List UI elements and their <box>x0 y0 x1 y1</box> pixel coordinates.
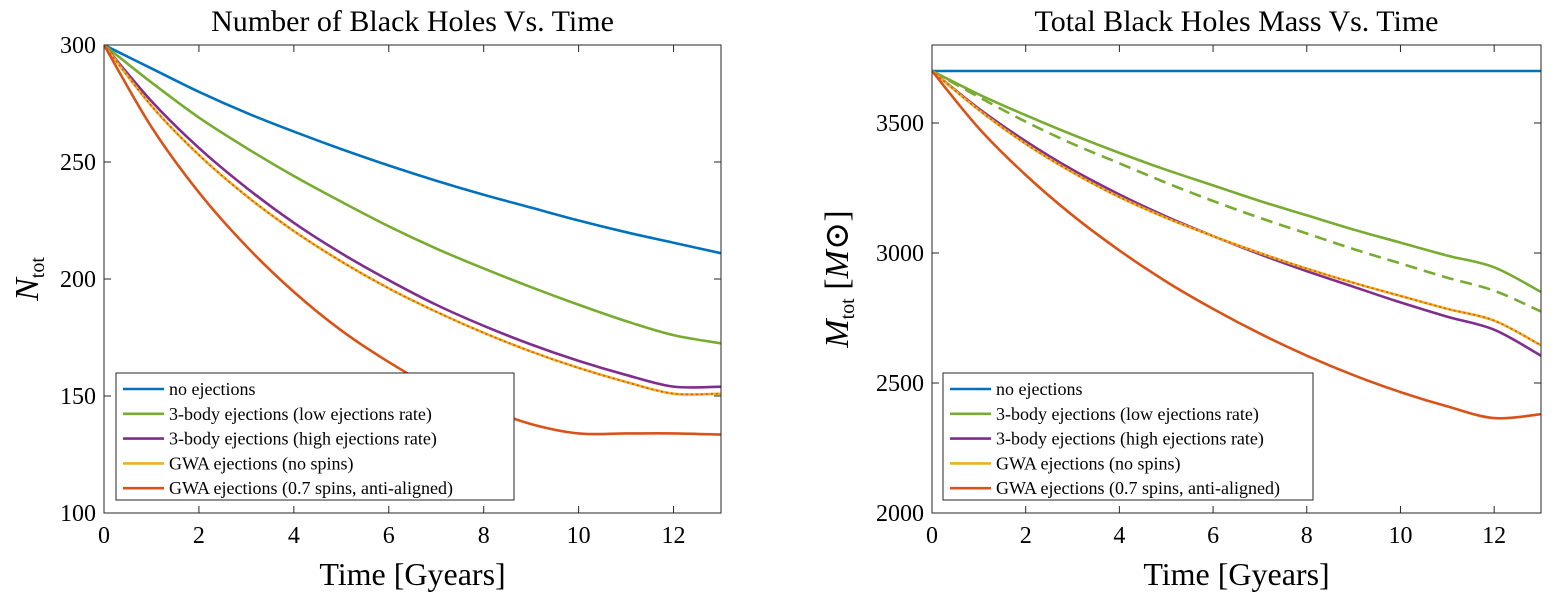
axes-box <box>103 44 722 514</box>
x-tick-label: 6 <box>383 523 395 549</box>
series-line-1 <box>104 45 721 255</box>
x-tick-label: 10 <box>1388 523 1412 549</box>
y-tick-label: 3500 <box>876 111 924 137</box>
y-tick-label: 200 <box>60 267 96 293</box>
legend-label: no ejections <box>169 379 255 399</box>
chart-title: Total Black Holes Mass Vs. Time <box>1034 5 1438 38</box>
series-line-2 <box>104 45 721 345</box>
x-tick-label: 6 <box>1207 523 1219 549</box>
x-tick-label: 10 <box>567 523 591 549</box>
legend-box <box>115 372 515 501</box>
series-group <box>104 45 721 436</box>
series-group <box>932 69 1541 420</box>
x-tick-label: 12 <box>1482 523 1506 549</box>
legend-label: GWA ejections (no spins) <box>169 453 353 474</box>
legend-label: 3-body ejections (low ejections rate) <box>169 404 432 425</box>
chart-title: Number of Black Holes Vs. Time <box>211 5 614 38</box>
legend-label: GWA ejections (no spins) <box>996 453 1180 474</box>
x-tick-label: 0 <box>926 523 938 549</box>
x-axis-title: Time [Gyears] <box>319 556 505 592</box>
legend: no ejections 3-body ejections (low ejecti… <box>115 372 515 501</box>
chart-panel-2: Total Black Holes Mass Vs. Time 0 2 4 6 8 10 12… <box>819 5 1542 592</box>
x-tick-label: 12 <box>662 523 686 549</box>
legend-label: GWA ejections (0.7 spins, anti-aligned) <box>169 478 453 499</box>
series-line-6 <box>104 45 721 436</box>
y-tick-label: 2000 <box>876 501 924 527</box>
series-line-3 <box>104 45 721 389</box>
legend: no ejections 3-body ejections (low ejecti… <box>942 372 1314 501</box>
y-tick-label: 150 <box>60 384 96 410</box>
y-tick-label: 100 <box>60 501 96 527</box>
y-axis-title: Ntot <box>9 257 49 302</box>
legend-label: 3-body ejections (low ejections rate) <box>996 404 1259 425</box>
axes-box <box>931 44 1542 514</box>
legend-label: no ejections <box>996 379 1082 399</box>
x-tick-label: 8 <box>1301 523 1313 549</box>
x-tick-label: 4 <box>1113 523 1125 549</box>
x-tick-label: 2 <box>193 523 205 549</box>
legend-label: 3-body ejections (high ejections rate) <box>169 429 437 450</box>
series-line-2 <box>932 69 1541 294</box>
legend-label: 3-body ejections (high ejections rate) <box>996 429 1264 450</box>
y-tick-label: 2500 <box>876 371 924 397</box>
chart-panel-1: Number of Black Holes Vs. Time 0 2 4 6 8 10 12 1… <box>9 5 722 592</box>
y-axis-title: Mtot [M⊙] <box>819 210 859 348</box>
x-tick-label: 0 <box>98 523 110 549</box>
series-line-3 <box>932 69 1541 313</box>
y-tick-label: 300 <box>60 33 96 59</box>
x-axis-title: Time [Gyears] <box>1143 556 1329 592</box>
x-tick-label: 4 <box>288 523 300 549</box>
y-tick-label: 3000 <box>876 241 924 267</box>
x-tick-label: 8 <box>478 523 490 549</box>
series-line-5 <box>104 45 721 396</box>
legend-box <box>942 372 1314 501</box>
y-tick-label: 250 <box>60 150 96 176</box>
x-tick-label: 2 <box>1020 523 1032 549</box>
series-line-5 <box>932 70 1541 347</box>
series-line-7 <box>932 70 1541 420</box>
legend-label: GWA ejections (0.7 spins, anti-aligned) <box>996 478 1280 499</box>
